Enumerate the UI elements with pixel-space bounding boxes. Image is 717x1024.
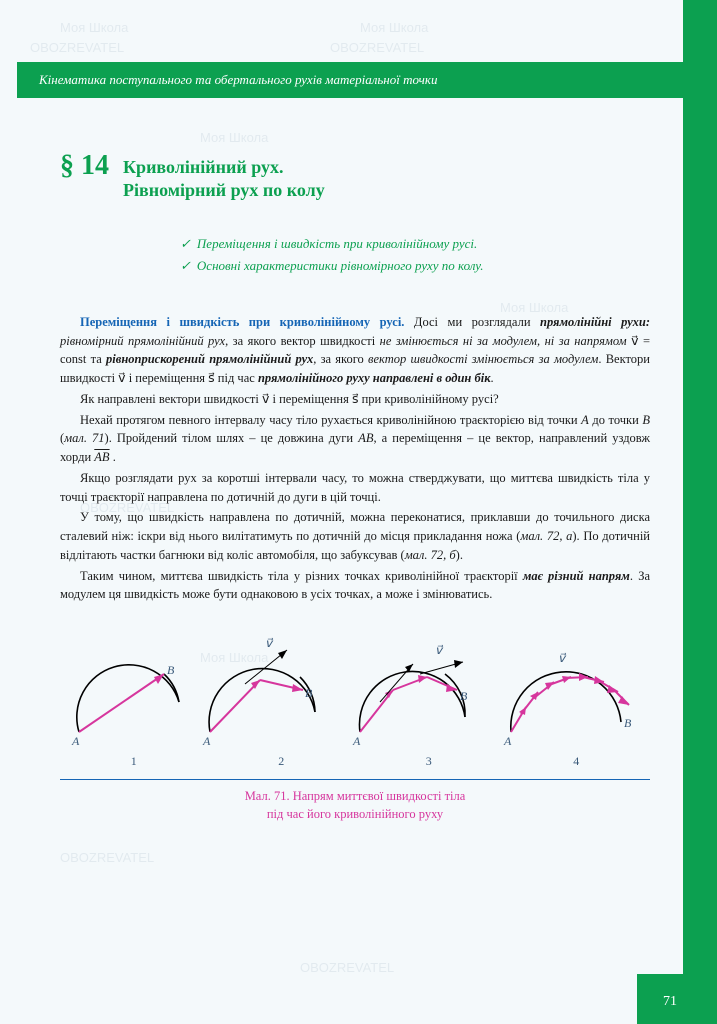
section-number: § 14 bbox=[60, 150, 109, 182]
fig-label-4: 4 bbox=[573, 754, 579, 769]
chapter-breadcrumb: Кінематика поступального та обертального… bbox=[39, 72, 437, 87]
section-heading-line2: Рівномірний рух по колу bbox=[123, 180, 325, 200]
svg-text:v⃗: v⃗ bbox=[265, 636, 274, 650]
body-text: Переміщення і швидкість при криволінійно… bbox=[60, 313, 650, 604]
section-title-block: § 14 Криволінійний рух. Рівномірний рух … bbox=[60, 150, 650, 203]
paragraph-2: Як направлені вектори швидкості v⃗ і пер… bbox=[60, 390, 650, 409]
figure-separator bbox=[60, 779, 650, 780]
section-heading-line1: Криволінійний рух. bbox=[123, 157, 284, 177]
svg-text:v⃗: v⃗ bbox=[435, 643, 444, 657]
lesson-bullets: ✓Переміщення і швидкість при криволінійн… bbox=[180, 233, 650, 277]
fig-label-1: 1 bbox=[131, 754, 137, 769]
bullet-1: ✓Переміщення і швидкість при криволінійн… bbox=[180, 233, 650, 255]
section-heading: Криволінійний рух. Рівномірний рух по ко… bbox=[123, 150, 325, 203]
figure-caption: Мал. 71. Напрям миттєвої швидкості тіла … bbox=[60, 788, 650, 823]
svg-text:A: A bbox=[202, 734, 211, 748]
svg-text:A: A bbox=[503, 734, 512, 748]
watermark: OBOZREVATEL bbox=[30, 40, 124, 55]
svg-text:B: B bbox=[460, 689, 468, 703]
check-icon: ✓ bbox=[180, 236, 191, 251]
svg-text:B: B bbox=[167, 663, 175, 677]
svg-text:v⃗: v⃗ bbox=[558, 651, 567, 665]
svg-text:B: B bbox=[305, 686, 313, 700]
paragraph-6: Таким чином, миттєва швидкість тіла у рі… bbox=[60, 567, 650, 605]
figure-71: A B v⃗ A B bbox=[60, 632, 650, 823]
green-sidebar bbox=[683, 0, 717, 1024]
svg-text:B: B bbox=[624, 716, 632, 730]
fig-label-2: 2 bbox=[278, 754, 284, 769]
svg-text:A: A bbox=[352, 734, 361, 748]
watermark: Моя Школа bbox=[360, 20, 428, 35]
page-content: § 14 Криволінійний рух. Рівномірний рух … bbox=[60, 150, 650, 823]
paragraph-3: Нехай протягом певного інтервалу часу ті… bbox=[60, 411, 650, 467]
watermark: Моя Школа bbox=[60, 20, 128, 35]
page-corner bbox=[637, 974, 717, 1024]
watermark: OBOZREVATEL bbox=[60, 850, 154, 865]
watermark: OBOZREVATEL bbox=[330, 40, 424, 55]
paragraph-1: Переміщення і швидкість при криволінійно… bbox=[60, 313, 650, 388]
chapter-header-bar: Кінематика поступального та обертального… bbox=[17, 62, 717, 98]
subfigure-4: v⃗ A B bbox=[496, 632, 646, 752]
subfigure-3: v⃗ A B bbox=[345, 632, 495, 752]
fig-label-3: 3 bbox=[426, 754, 432, 769]
subfigure-1: A B bbox=[64, 632, 194, 752]
paragraph-5: У тому, що швидкість направлена по дотич… bbox=[60, 508, 650, 564]
watermark: Моя Школа bbox=[200, 130, 268, 145]
subfigure-2: v⃗ A B bbox=[195, 632, 345, 752]
paragraph-4: Якщо розглядати рух за коротші інтервали… bbox=[60, 469, 650, 507]
check-icon: ✓ bbox=[180, 258, 191, 273]
watermark: OBOZREVATEL bbox=[300, 960, 394, 975]
page-number: 71 bbox=[663, 994, 677, 1010]
figure-row: A B v⃗ A B bbox=[60, 632, 650, 752]
bullet-2: ✓Основні характеристики рівномірного рух… bbox=[180, 255, 650, 277]
figure-labels-row: 1 2 3 4 bbox=[60, 754, 650, 769]
svg-text:A: A bbox=[71, 734, 80, 748]
